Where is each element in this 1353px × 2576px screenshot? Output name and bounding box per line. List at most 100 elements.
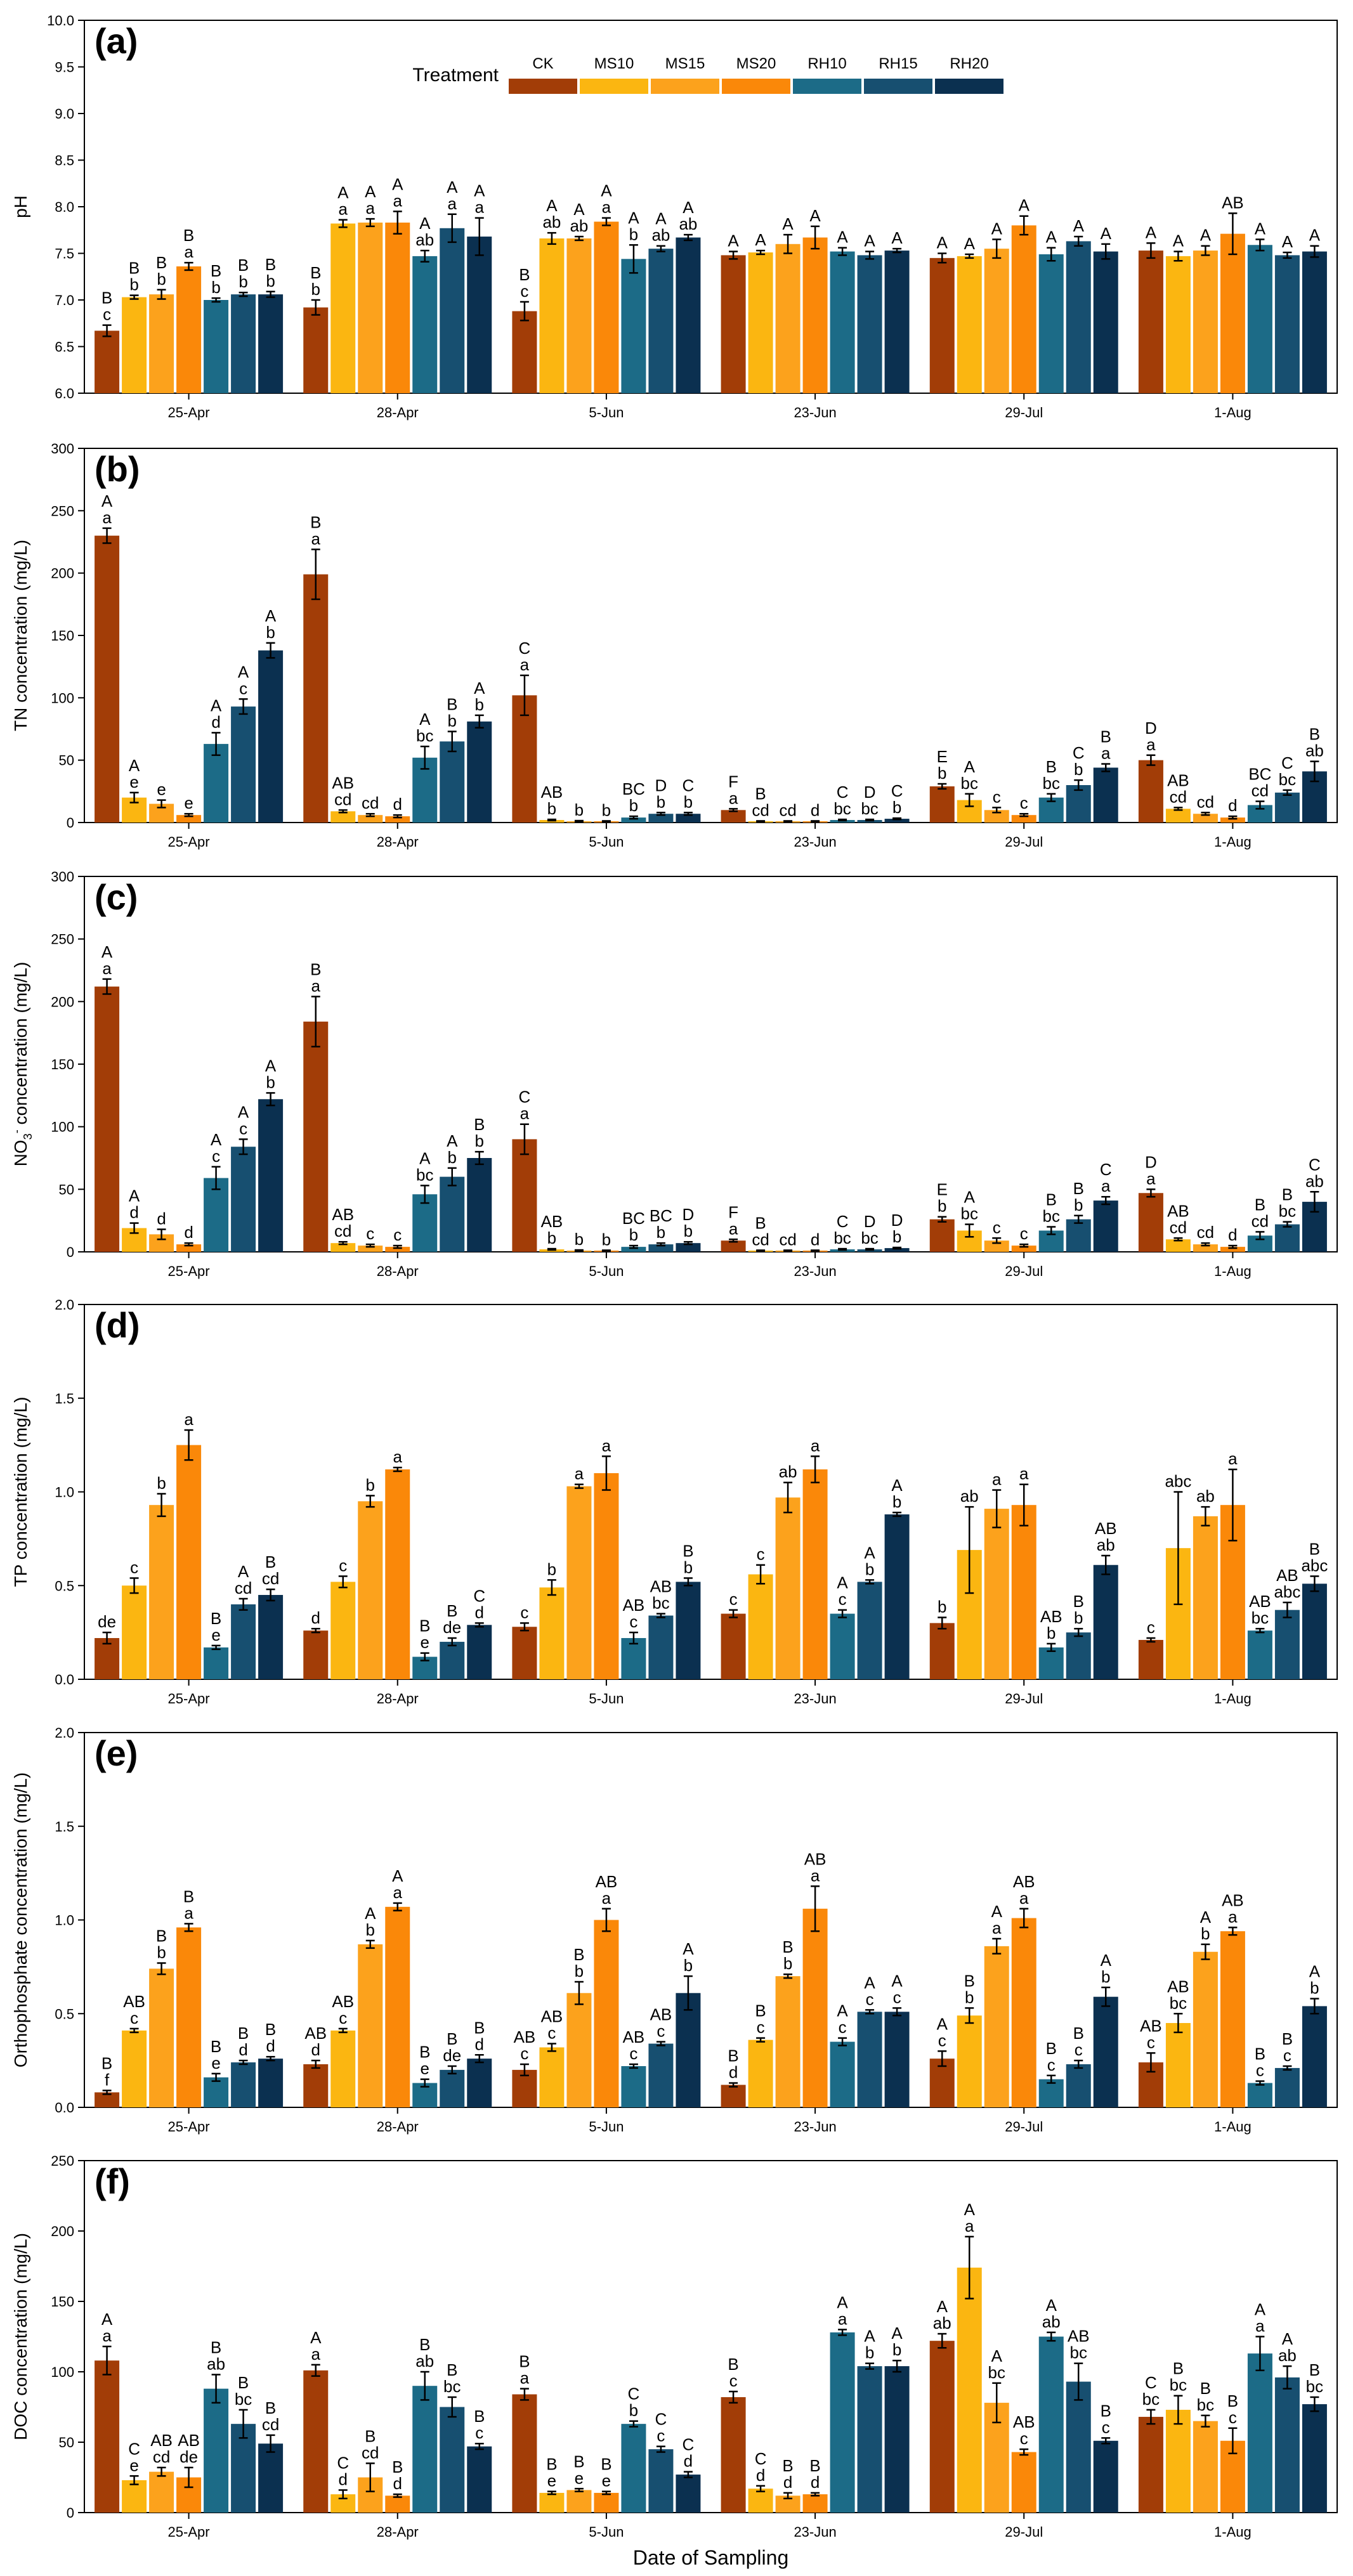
significance-label: B [474, 2018, 485, 2037]
significance-label: A [238, 1562, 249, 1581]
significance-label: A [1101, 224, 1112, 243]
bar [358, 222, 383, 393]
bar [258, 650, 284, 823]
significance-label: b [157, 1473, 166, 1492]
significance-label: C [837, 783, 849, 802]
significance-label: d [811, 1230, 820, 1249]
bar [648, 1244, 674, 1252]
significance-label: A [964, 2200, 976, 2219]
significance-label: b [684, 1221, 693, 1240]
y-tick-label: 100 [51, 1119, 74, 1135]
significance-label: b [938, 764, 946, 783]
significance-label: B [964, 1971, 975, 1990]
bar [258, 1595, 284, 1679]
significance-label: A [864, 231, 875, 250]
significance-label: b [629, 2401, 638, 2420]
significance-label: c [729, 2371, 738, 2390]
significance-label: ab [960, 1486, 979, 1506]
significance-label: ab [1305, 1171, 1324, 1190]
bar [1274, 2377, 1300, 2513]
y-tick-label: 7.0 [55, 292, 74, 308]
significance-label: a [838, 2309, 847, 2328]
significance-label: B [1227, 2391, 1238, 2410]
bar [748, 2488, 773, 2513]
bar [258, 1099, 284, 1252]
significance-label: B [1309, 1539, 1320, 1558]
significance-label: a [520, 2369, 530, 2388]
bar [122, 2480, 147, 2513]
bar [385, 1247, 410, 1252]
significance-label: AB [178, 2431, 200, 2450]
significance-label: ab [1278, 2346, 1297, 2365]
significance-label: A [238, 1102, 249, 1121]
bar [1274, 255, 1300, 393]
significance-label: c [130, 1558, 138, 1577]
significance-label: A [655, 209, 667, 228]
significance-label: B [183, 226, 194, 245]
panel-label: (f) [95, 2161, 130, 2201]
significance-label: E [937, 1180, 948, 1199]
y-tick-label: 300 [51, 441, 74, 457]
significance-label: B [211, 1609, 221, 1628]
significance-label: e [547, 2471, 556, 2490]
significance-label: a [992, 1470, 1002, 1489]
bar [1093, 1200, 1118, 1252]
significance-label: de [98, 1612, 116, 1631]
significance-label: b [366, 1920, 375, 1939]
bar [884, 1514, 910, 1679]
significance-label: A [1309, 226, 1321, 245]
legend-swatch [793, 79, 861, 94]
significance-label: A [991, 2346, 1003, 2365]
bar [648, 2449, 674, 2513]
significance-label: A [891, 1971, 903, 1990]
y-axis-label: DOC concentration (mg/L) [11, 2233, 30, 2440]
y-tick-label: 1.5 [55, 1819, 74, 1835]
bar [1138, 1193, 1163, 1252]
significance-label: b [211, 278, 220, 297]
significance-label: A [601, 181, 612, 200]
significance-label: b [475, 695, 484, 714]
y-tick-label: 100 [51, 2364, 74, 2380]
significance-label: b [366, 1475, 375, 1494]
bar [1274, 2067, 1300, 2107]
bar [467, 2059, 492, 2107]
significance-label: D [655, 776, 667, 795]
significance-label: b [575, 1230, 584, 1249]
y-axis-label: TP concentration (mg/L) [11, 1397, 30, 1587]
bar [231, 2062, 256, 2107]
legend-title: Treatment [412, 65, 499, 86]
bar [303, 574, 329, 823]
significance-label: cd [779, 800, 796, 819]
bar [648, 249, 674, 393]
significance-label: b [629, 224, 638, 244]
significance-label: AB [623, 2027, 645, 2046]
significance-label: d [729, 2063, 738, 2082]
significance-label: B [728, 2355, 738, 2374]
x-tick-label: 25-Apr [168, 2119, 210, 2135]
significance-label: a [602, 1889, 611, 1908]
significance-label: B [419, 2335, 430, 2354]
significance-label: A [447, 1131, 458, 1150]
y-tick-label: 0 [67, 815, 74, 831]
significance-label: A [101, 491, 113, 511]
y-axis-label: pH [11, 195, 30, 218]
significance-label: cd [1197, 1223, 1214, 1242]
bar [303, 1630, 329, 1679]
bar [721, 810, 746, 823]
y-tick-label: 0 [67, 1244, 74, 1260]
significance-label: A [419, 710, 431, 729]
bar [830, 2041, 855, 2107]
bar [330, 1243, 356, 1252]
significance-label: abc [1274, 1582, 1300, 1601]
bar [594, 221, 619, 393]
panel-1: (a) 6.0 6.5 7.0 7.5 8.0 8.5 9.0 9.5 10.0 pH 25-Apr B… [11, 13, 1338, 420]
significance-label: E [937, 747, 948, 766]
significance-label: ab [651, 226, 670, 245]
significance-label: e [575, 2468, 584, 2487]
significance-label: c [866, 1989, 874, 2008]
bar [566, 2490, 592, 2513]
bar [204, 2077, 229, 2107]
significance-label: A [1255, 219, 1266, 238]
bar [1220, 1247, 1245, 1252]
significance-label: F [728, 772, 738, 791]
